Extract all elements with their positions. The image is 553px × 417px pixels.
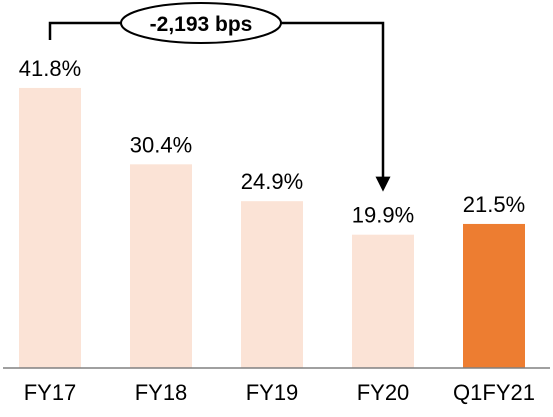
value-label-fy19: 24.9% [241, 169, 303, 194]
bar-fy20 [352, 234, 414, 368]
callout-ellipse [120, 2, 282, 44]
value-label-fy20: 19.9% [352, 203, 414, 228]
callout-label: -2,193 bps [150, 13, 253, 36]
tick-label-q1fy21: Q1FY21 [453, 380, 535, 405]
bar-fy19 [241, 201, 303, 368]
tick-label-fy20: FY20 [357, 380, 410, 405]
value-labels-layer: 41.8% 30.4% 24.9% 19.9% 21.5% [19, 56, 525, 228]
value-label-q1fy21: 21.5% [463, 192, 525, 217]
tick-label-fy19: FY19 [246, 380, 299, 405]
value-label-fy17: 41.8% [19, 56, 81, 81]
bar-q1fy21 [463, 223, 525, 368]
bar-fy18 [130, 164, 192, 368]
tick-label-fy17: FY17 [24, 380, 77, 405]
callout-arrow-path [48, 21, 391, 192]
bars-layer [19, 87, 525, 368]
tick-labels-layer: FY17 FY18 FY19 FY20 Q1FY21 [24, 380, 535, 405]
tick-label-fy18: FY18 [135, 380, 188, 405]
value-label-fy18: 30.4% [130, 132, 192, 157]
bar-fy17 [19, 87, 81, 368]
change-callout: -2,193 bps [48, 2, 391, 192]
